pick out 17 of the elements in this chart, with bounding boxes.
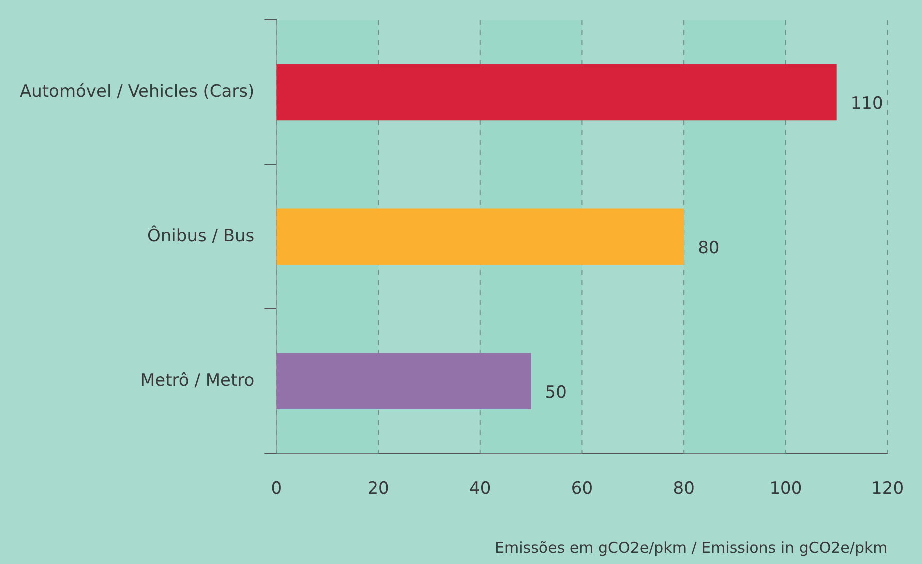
bar [276, 64, 837, 121]
y-tick-label: Automóvel / Vehicles (Cars) [20, 82, 255, 102]
x-tick-label: 60 [571, 479, 594, 500]
bar [276, 208, 684, 266]
x-tick-label: 80 [673, 479, 695, 500]
bar [276, 353, 532, 410]
data-label: 110 [850, 94, 884, 114]
x-axis-title: Emissões em gCO2e/pkm / Emissions in gCO2e/pkm [495, 538, 888, 557]
y-tick-label: Metrô / Metro [140, 370, 255, 391]
x-tick-label: 40 [470, 479, 492, 500]
x-tick-label: 20 [368, 479, 390, 500]
x-tick-label: 0 [271, 479, 282, 500]
x-tick-label: 100 [770, 479, 802, 500]
y-tick-label: Ônibus / Bus [148, 225, 255, 246]
data-label: 80 [698, 238, 720, 258]
data-label: 50 [545, 382, 567, 403]
x-tick-label: 120 [872, 479, 904, 500]
